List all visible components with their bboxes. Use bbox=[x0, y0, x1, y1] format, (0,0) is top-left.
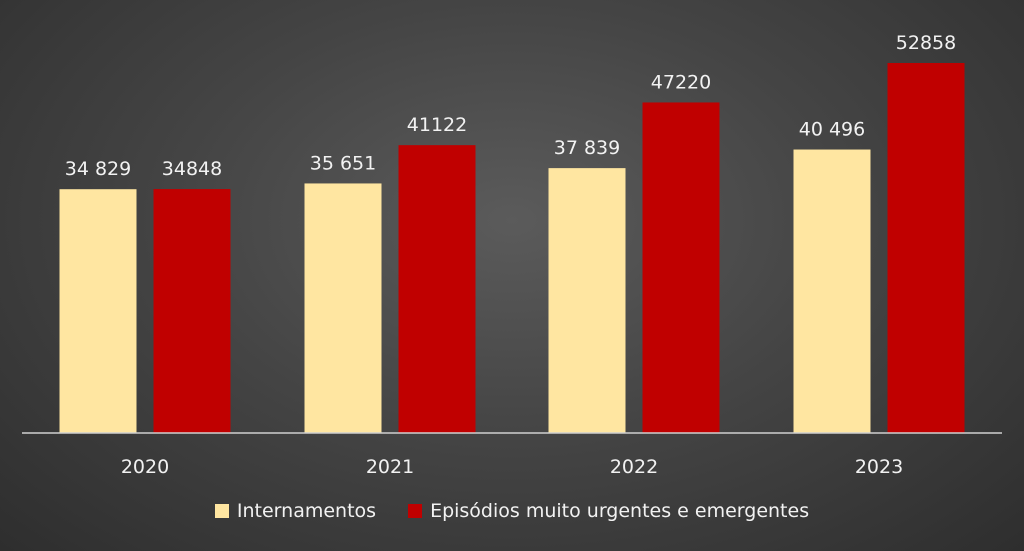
x-tick-label-2023: 2023 bbox=[855, 456, 903, 478]
bar-internamentos-2023 bbox=[793, 149, 871, 433]
legend-label-internamentos: Internamentos bbox=[236, 500, 377, 522]
legend-swatch-internamentos bbox=[214, 504, 229, 518]
data-label-internamentos-2021: 35 651 bbox=[310, 152, 376, 174]
legend-swatch-episodios bbox=[408, 504, 423, 518]
bar-episodios-2022 bbox=[642, 102, 720, 434]
x-tick-label-2022: 2022 bbox=[610, 456, 658, 478]
bar-internamentos-2020 bbox=[59, 189, 137, 433]
legend-item-episodios: Episódios muito urgentes e emergentes bbox=[408, 500, 809, 522]
legend-label-episodios: Episódios muito urgentes e emergentes bbox=[430, 500, 810, 522]
bar-episodios-2020 bbox=[153, 189, 231, 433]
bar-chart: 34 829 34848 2020 35 651 41122 2021 37 839 4722… bbox=[22, 32, 1002, 478]
data-label-internamentos-2020: 34 829 bbox=[65, 158, 131, 180]
bar-episodios-2023 bbox=[887, 62, 965, 434]
data-label-internamentos-2022: 37 839 bbox=[554, 137, 620, 159]
data-label-episodios-2022: 47220 bbox=[651, 71, 711, 93]
legend-item-internamentos: Internamentos bbox=[214, 500, 377, 522]
x-tick-label-2020: 2020 bbox=[121, 456, 169, 478]
bar-internamentos-2021 bbox=[304, 183, 382, 433]
legend: Internamentos Episódios muito urgentes e… bbox=[0, 500, 1024, 522]
bar-episodios-2021 bbox=[398, 145, 476, 433]
bar-internamentos-2022 bbox=[548, 168, 626, 433]
x-tick-label-2021: 2021 bbox=[366, 456, 414, 478]
data-label-episodios-2023: 52858 bbox=[896, 32, 956, 54]
data-label-episodios-2021: 41122 bbox=[407, 114, 467, 136]
data-label-episodios-2020: 34848 bbox=[162, 158, 222, 180]
data-label-internamentos-2023: 40 496 bbox=[799, 119, 865, 141]
